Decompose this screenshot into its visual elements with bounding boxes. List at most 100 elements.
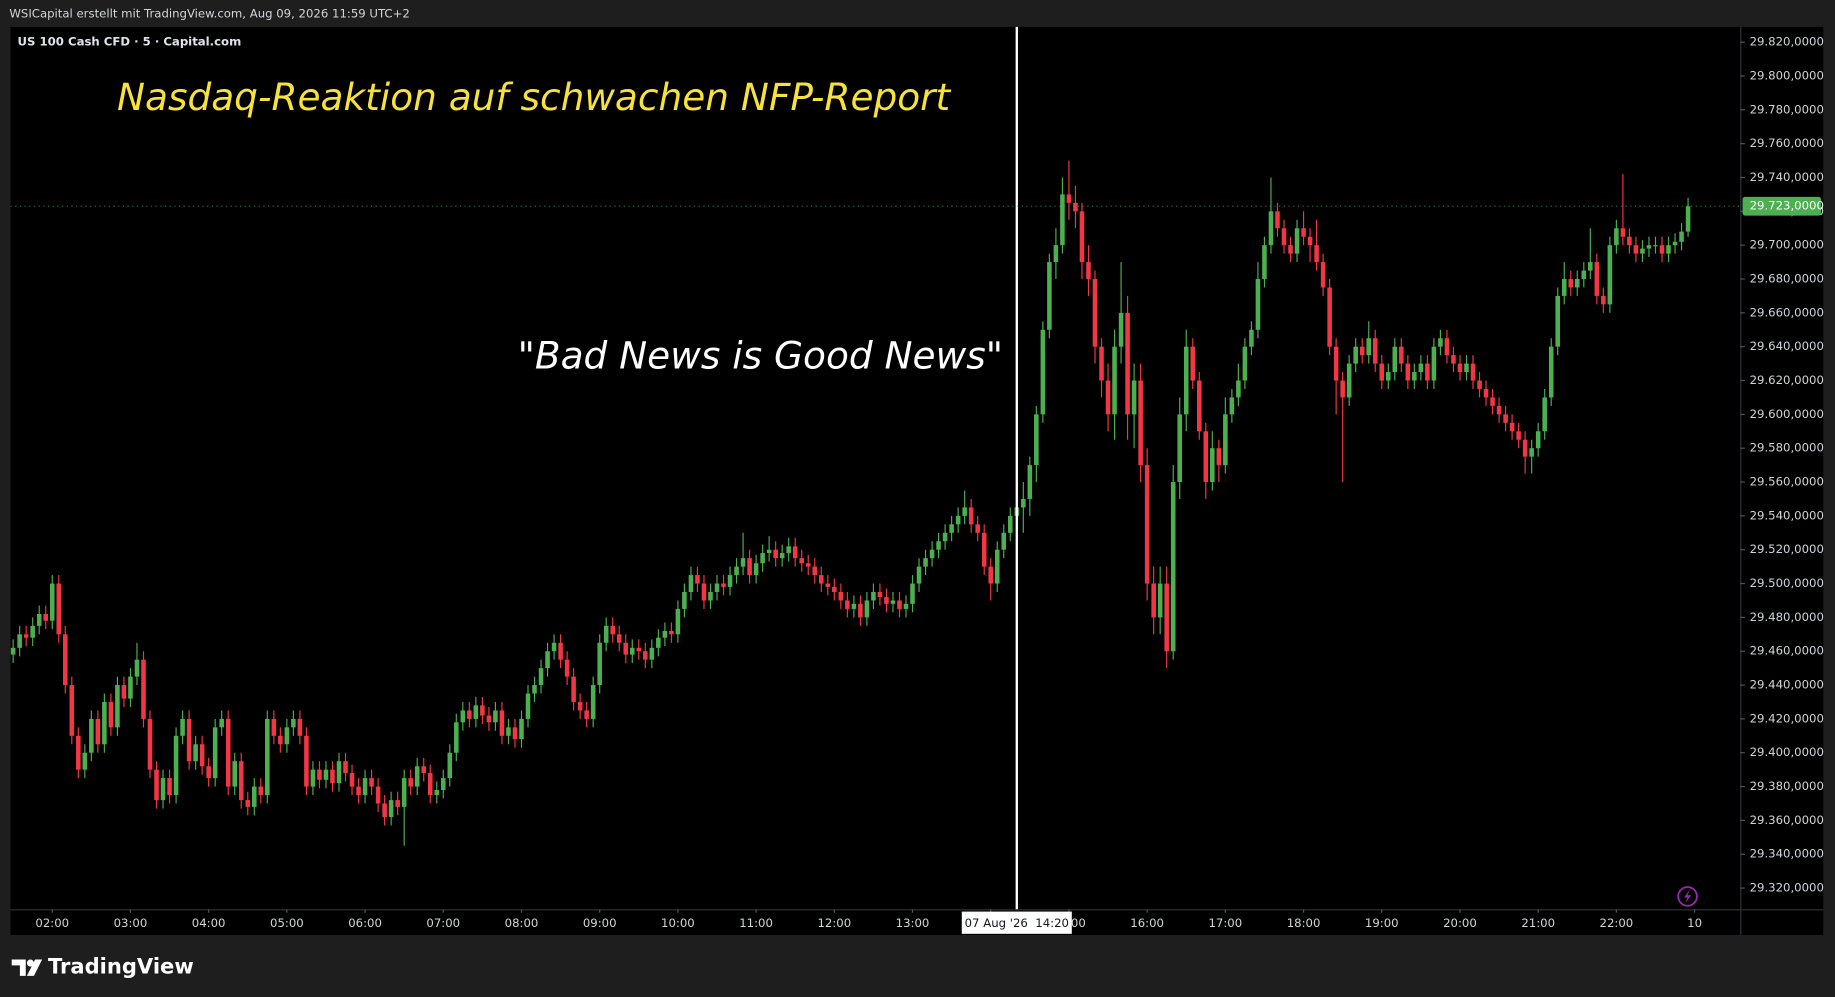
candle-body <box>95 718 101 745</box>
x-tick-label: 13:00 <box>896 916 930 930</box>
x-tick-label: 03:00 <box>114 916 148 930</box>
candle-body <box>1646 245 1652 249</box>
candle-body <box>1529 448 1534 457</box>
candle-body <box>988 566 994 584</box>
x-tick-label: 07:00 <box>426 916 460 930</box>
candle-body <box>1607 245 1613 305</box>
candle-body <box>1438 338 1443 347</box>
candle-body <box>186 718 192 762</box>
candle-body <box>1131 380 1137 415</box>
candle-body <box>629 647 635 655</box>
candle-body <box>571 676 576 702</box>
logo[interactable] <box>11 959 43 976</box>
y-tick-label: 29.360,0000 <box>1750 813 1824 827</box>
x-tick-label: 09:00 <box>583 916 617 930</box>
candle-body <box>1301 228 1306 237</box>
x-tick-label: 02:00 <box>35 916 69 930</box>
candle-body <box>232 761 238 787</box>
candle-body <box>1216 448 1222 466</box>
candle-body <box>955 515 961 525</box>
candle-body <box>336 761 342 784</box>
candle-body <box>193 744 198 762</box>
y-tick-label: 29.600,0000 <box>1750 407 1824 421</box>
x-tick-label: 10:00 <box>661 916 695 930</box>
candle-body <box>1314 245 1319 263</box>
candle-body <box>1496 405 1502 415</box>
candle-body <box>1672 241 1678 246</box>
y-tick-label: 29.580,0000 <box>1750 441 1824 455</box>
candle-body <box>890 600 896 604</box>
candle-body <box>102 701 107 745</box>
candle-body <box>610 625 616 635</box>
candle-body <box>675 608 681 635</box>
annotation: "Bad News is Good News" <box>518 334 1003 378</box>
x-tick-label: 18:00 <box>1287 916 1321 930</box>
candle-body <box>271 718 277 736</box>
x-tick-label: 12:00 <box>817 916 851 930</box>
candle-body <box>708 592 713 601</box>
y-tick-label: 29.400,0000 <box>1750 745 1824 759</box>
candle-body <box>584 710 589 719</box>
x-tick-label: 21:00 <box>1521 916 1555 930</box>
candle-body <box>1151 583 1156 618</box>
candle-body <box>251 786 257 807</box>
candle-body <box>1574 279 1580 288</box>
candle-body <box>258 786 264 796</box>
candle-body <box>538 668 544 686</box>
candle-body <box>949 524 954 533</box>
alert-icon[interactable] <box>1677 886 1698 907</box>
candle-body <box>1464 363 1469 373</box>
candle-body <box>414 766 420 787</box>
candle-body <box>447 752 453 779</box>
candle-body <box>1522 439 1528 457</box>
candle-body <box>1568 279 1574 288</box>
time-axis <box>10 910 1741 935</box>
candle-body <box>1425 363 1430 381</box>
candle-body <box>10 647 16 655</box>
y-tick-label: 29.700,0000 <box>1750 238 1824 252</box>
candle-body <box>1477 380 1482 389</box>
candle-body <box>1627 236 1632 246</box>
candle-body <box>121 685 127 699</box>
candle-body <box>910 583 915 604</box>
candle-body <box>141 659 146 719</box>
candle-body <box>343 761 348 774</box>
candle-body <box>832 586 837 593</box>
y-tick-label: 29.660,0000 <box>1750 305 1824 319</box>
candle-body <box>845 600 850 609</box>
y-tick-label: 29.820,0000 <box>1750 35 1824 49</box>
candle-body <box>532 685 537 694</box>
candle-body <box>818 575 824 584</box>
candle-body <box>616 634 622 643</box>
candle-body <box>1542 397 1547 432</box>
plot <box>10 160 1691 846</box>
candle-body <box>1366 338 1372 356</box>
candle-body <box>1640 248 1645 254</box>
candle-body <box>108 701 114 728</box>
candle-body <box>1053 245 1059 263</box>
candle-body <box>1594 262 1600 296</box>
candle-body <box>62 634 68 686</box>
candle-body <box>929 549 935 559</box>
y-tick-label: 29.760,0000 <box>1750 136 1824 150</box>
candle-body <box>1047 262 1052 330</box>
candle-body <box>225 718 231 787</box>
candle-body <box>291 718 296 728</box>
candle-body <box>1034 414 1039 466</box>
candle-body <box>753 563 759 576</box>
candle-body <box>1223 414 1228 466</box>
candle-body <box>1099 346 1104 381</box>
candle-body <box>1516 431 1521 440</box>
candle-body <box>1412 372 1417 381</box>
x-tick-label: 06:00 <box>348 916 382 930</box>
x-tick-label: 10 <box>1687 916 1702 930</box>
candle-body <box>897 600 902 609</box>
x-tick-label: 04:00 <box>192 916 226 930</box>
candle-body <box>265 718 270 796</box>
candle-body <box>519 718 524 740</box>
candle-body <box>493 710 498 723</box>
candle-body <box>649 647 655 660</box>
y-tick-label: 29.620,0000 <box>1750 373 1824 387</box>
last-price-label: 29.723,0000 <box>1750 199 1824 213</box>
